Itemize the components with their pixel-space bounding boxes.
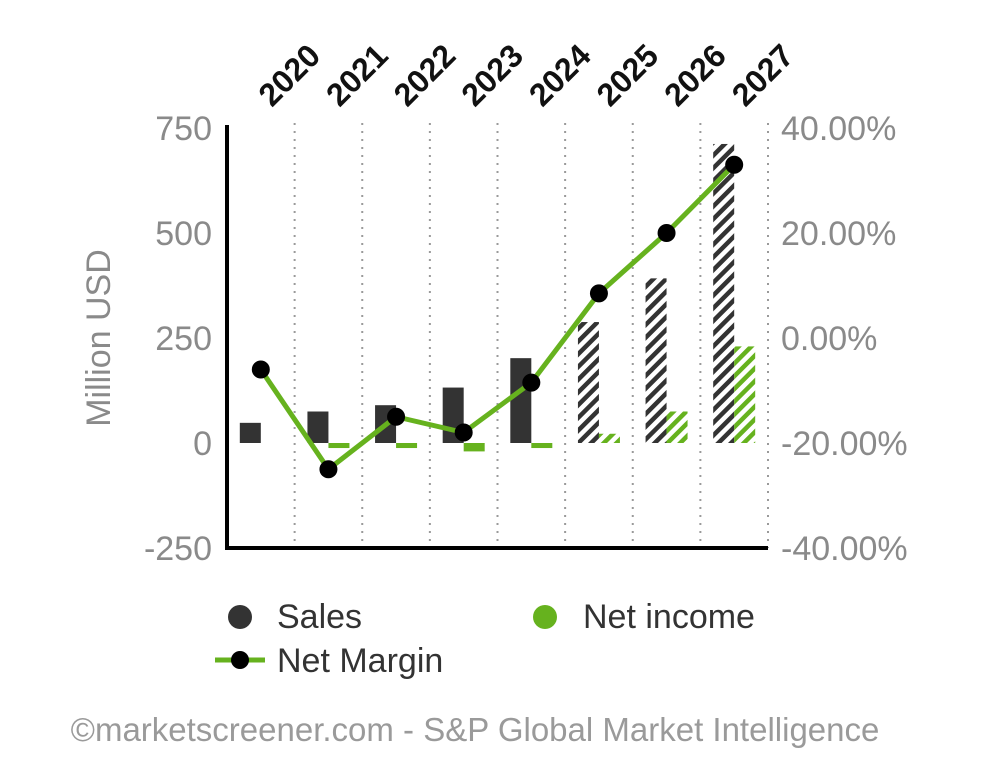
- year-label-2024: 2024: [522, 37, 598, 113]
- net-income-bar-2024: [531, 443, 553, 449]
- legend-net-margin-label: Net Margin: [277, 642, 443, 680]
- net-margin-point-2022: [387, 407, 406, 426]
- net-income-bar-2023: [463, 443, 485, 452]
- net-income-bar-2027: [734, 346, 756, 443]
- net-margin-point-2021: [319, 460, 338, 479]
- right-tick-label: 40.00%: [781, 110, 896, 148]
- credit-text: ©marketscreener.com - S&P Global Market …: [71, 711, 880, 748]
- right-axis-ticks: -40.00% -20.00% 0.00% 20.00% 40.00%: [781, 110, 908, 568]
- net-margin-point-2025: [589, 284, 608, 303]
- legend-sales-marker: [228, 605, 252, 629]
- sales-bar-2021: [307, 411, 329, 443]
- left-tick-label: 0: [193, 425, 212, 463]
- legend-net-margin-marker: [231, 651, 249, 669]
- right-tick-label: 0.00%: [781, 320, 877, 358]
- right-tick-label: -20.00%: [781, 425, 908, 463]
- net-income-bar-2026: [666, 411, 688, 443]
- year-label-2021: 2021: [319, 37, 395, 113]
- net-margin-point-2023: [454, 423, 473, 442]
- year-label-2026: 2026: [657, 37, 733, 113]
- year-label-2020: 2020: [251, 37, 327, 113]
- sales-bar-2024: [510, 358, 532, 443]
- year-label-2027: 2027: [725, 37, 801, 113]
- y-axis-title: Million USD: [80, 249, 118, 427]
- year-label-2023: 2023: [454, 37, 530, 113]
- net-income-bar-2025: [598, 433, 620, 443]
- right-tick-label: -40.00%: [781, 530, 908, 568]
- sales-bar-2027: [713, 143, 735, 443]
- legend-net-income-label: Net income: [583, 598, 755, 636]
- left-axis-ticks: -250 0 250 500 750: [144, 110, 212, 568]
- sales-bar-2026: [645, 278, 667, 443]
- right-tick-label: 20.00%: [781, 215, 896, 253]
- legend-net-income-marker: [533, 605, 557, 629]
- year-label-2022: 2022: [387, 37, 463, 113]
- gridlines: [293, 123, 769, 548]
- net-margin-point-2024: [522, 373, 541, 392]
- net-income-bar-2022: [396, 443, 418, 449]
- net-margin-point-2020: [251, 360, 270, 379]
- left-tick-label: 500: [155, 215, 212, 253]
- legend-sales-label: Sales: [277, 598, 362, 636]
- year-label-2025: 2025: [589, 37, 665, 113]
- net-margin-line: [251, 155, 744, 479]
- left-tick-label: 750: [155, 110, 212, 148]
- bars: [239, 143, 756, 452]
- net-margin-point-2027: [725, 155, 744, 174]
- sales-bar-2025: [577, 322, 599, 443]
- net-margin-point-2026: [657, 224, 676, 242]
- left-tick-label: -250: [144, 530, 212, 568]
- left-tick-label: 250: [155, 320, 212, 358]
- legend: Sales Net income Net Margin: [215, 598, 755, 680]
- net-margin-polyline: [258, 162, 736, 472]
- sales-bar-2020: [239, 422, 261, 443]
- net-income-bar-2021: [328, 443, 350, 449]
